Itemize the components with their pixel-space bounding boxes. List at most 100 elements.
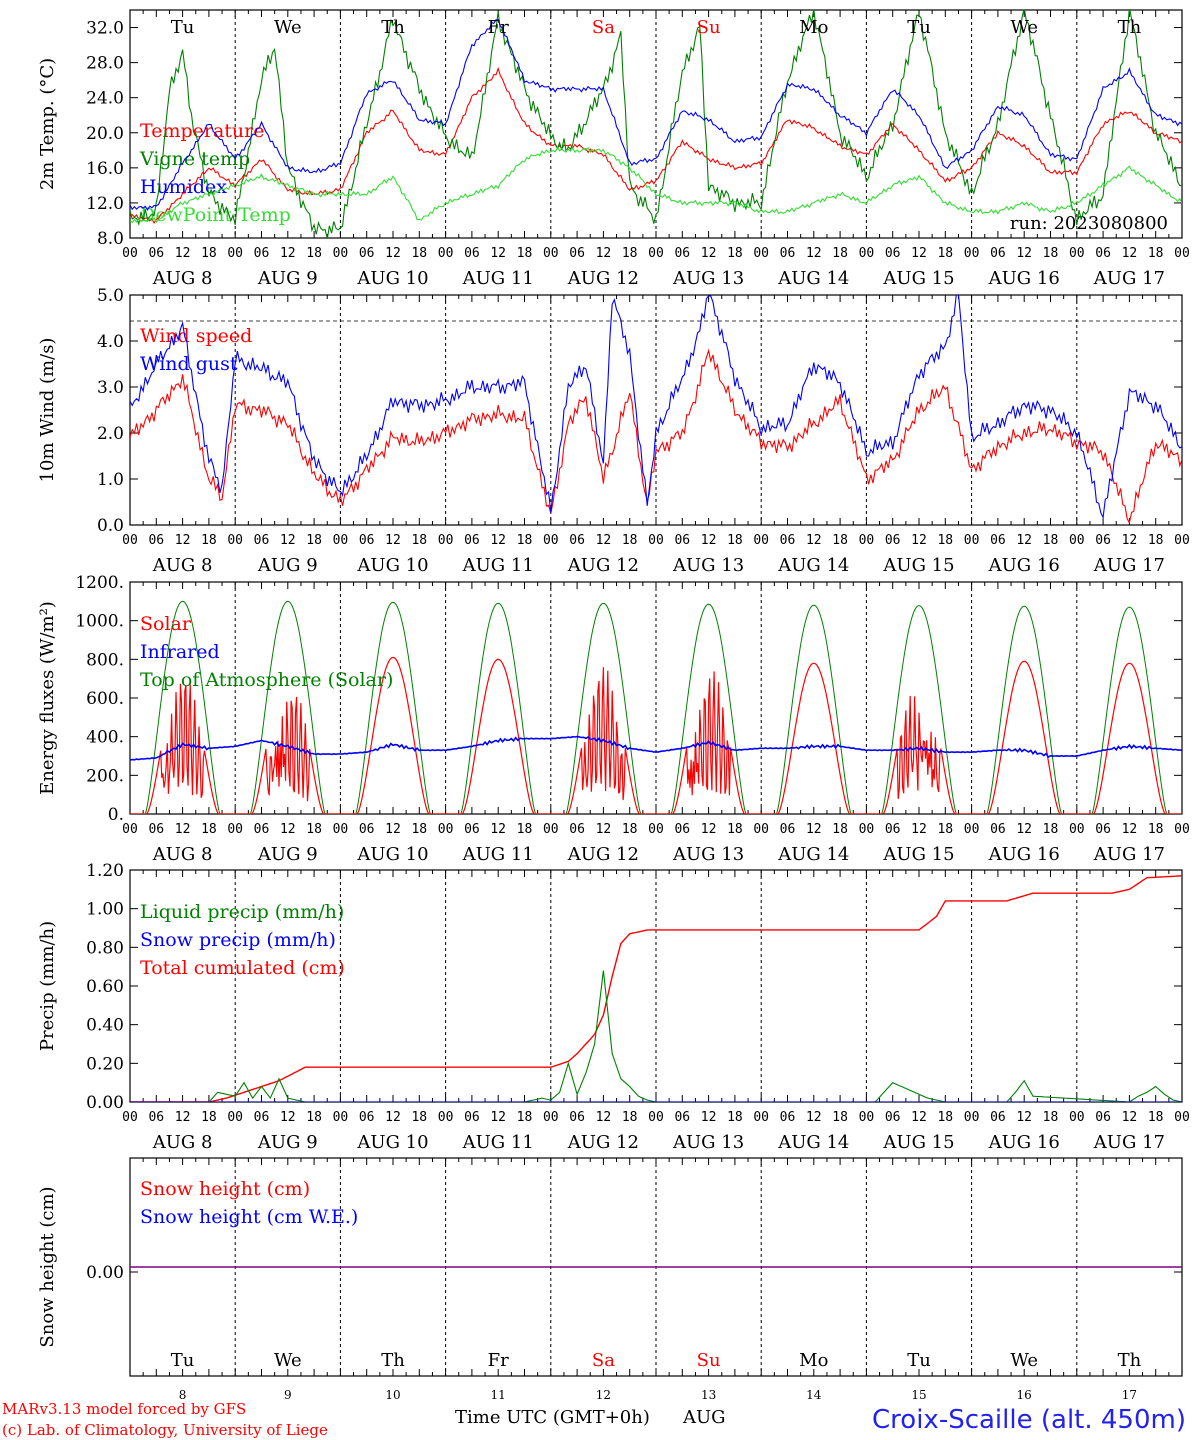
x-hour-label: 06 [885, 1110, 901, 1125]
x-date-label: AUG 11 [462, 268, 534, 289]
y-tick-label: 0.40 [86, 1016, 124, 1036]
x-hour-label: 12 [1122, 246, 1138, 261]
x-hour-label: 06 [148, 1110, 164, 1125]
x-hour-label: 00 [648, 533, 664, 548]
weekday-label-bottom: Mo [799, 1350, 828, 1371]
x-hour-label: 00 [648, 246, 664, 261]
x-date-label: AUG 16 [988, 555, 1060, 576]
x-hour-label: 12 [596, 246, 612, 261]
y-tick-label: 800. [86, 650, 124, 670]
x-date-label: AUG 12 [567, 844, 639, 865]
model-credit-line1: MARv3.13 model forced by GFS [2, 1400, 246, 1418]
x-date-label: AUG 9 [257, 844, 318, 865]
x-hour-label: 00 [543, 246, 559, 261]
x-hour-label: 18 [1148, 533, 1164, 548]
x-hour-label: 00 [333, 1110, 349, 1125]
y-tick-label: 32.0 [86, 19, 124, 39]
x-hour-label: 00 [859, 1110, 875, 1125]
day-number-label: 15 [911, 1388, 926, 1402]
y-tick-label: 3.0 [97, 378, 124, 398]
weekday-label-top: Th [1118, 17, 1142, 38]
x-hour-label: 12 [175, 246, 191, 261]
x-hour-label: 12 [701, 822, 717, 837]
x-hour-label: 00 [964, 1110, 980, 1125]
x-hour-label: 18 [727, 533, 743, 548]
x-hour-label: 12 [280, 246, 296, 261]
x-date-label: AUG 9 [257, 555, 318, 576]
y-axis-label: 2m Temp. (°C) [37, 58, 58, 190]
legend-entry: Infrared [140, 641, 220, 663]
x-hour-label: 18 [727, 1110, 743, 1125]
x-date-label: AUG 9 [257, 1132, 318, 1153]
series-group [130, 600, 1182, 814]
x-hour-label: 18 [832, 822, 848, 837]
x-hour-label: 06 [674, 1110, 690, 1125]
weekday-label-top: Sa [592, 17, 615, 38]
x-hour-label: 18 [832, 1110, 848, 1125]
x-hour-label: 06 [254, 246, 270, 261]
weekday-label-bottom: Tu [907, 1350, 931, 1371]
x-hour-label: 12 [701, 533, 717, 548]
y-tick-label: 1.20 [86, 861, 124, 881]
day-number-label: 13 [701, 1388, 716, 1402]
x-hour-label: 18 [411, 246, 427, 261]
x-hour-label: 12 [596, 822, 612, 837]
x-hour-label: 12 [385, 822, 401, 837]
x-hour-label: 00 [333, 533, 349, 548]
y-tick-label: 0. [108, 805, 124, 825]
x-hour-label: 00 [648, 822, 664, 837]
x-hour-label: 18 [517, 1110, 533, 1125]
x-hour-label: 12 [1016, 1110, 1032, 1125]
x-date-label: AUG 11 [462, 555, 534, 576]
x-hour-label: 00 [648, 1110, 664, 1125]
legend-entry: Solar [140, 613, 192, 635]
y-tick-label: 1.0 [97, 470, 124, 490]
x-hour-label: 12 [175, 1110, 191, 1125]
y-axis-label: 10m Wind (m/s) [37, 338, 58, 483]
x-hour-label: 18 [1043, 822, 1059, 837]
x-date-label: AUG 14 [777, 844, 849, 865]
x-hour-label: 00 [227, 1110, 243, 1125]
x-date-label: AUG 16 [988, 844, 1060, 865]
x-hour-label: 06 [780, 822, 796, 837]
x-hour-label: 18 [517, 246, 533, 261]
x-hour-label: 18 [306, 533, 322, 548]
day-number-label: 17 [1122, 1388, 1137, 1402]
x-hour-label: 18 [517, 533, 533, 548]
series-total-cumulated-cm- [130, 875, 1182, 1102]
x-hour-label: 12 [280, 533, 296, 548]
weekday-label-top: Su [697, 17, 721, 38]
x-hour-label: 18 [622, 822, 638, 837]
x-date-label: AUG 17 [1093, 555, 1165, 576]
x-hour-label: 18 [1148, 246, 1164, 261]
x-hour-label: 12 [1016, 533, 1032, 548]
x-hour-label: 00 [1069, 246, 1085, 261]
x-hour-label: 06 [148, 246, 164, 261]
x-hour-label: 06 [885, 246, 901, 261]
day-number-label: 8 [179, 1388, 187, 1402]
y-tick-label: 1200. [75, 573, 124, 593]
weekday-label-bottom: Sa [592, 1350, 615, 1371]
x-hour-label: 12 [806, 533, 822, 548]
series-group [130, 295, 1182, 525]
x-hour-label: 12 [1122, 1110, 1138, 1125]
day-number-label: 16 [1017, 1388, 1032, 1402]
series-group [130, 875, 1182, 1102]
x-date-label: AUG 12 [567, 555, 639, 576]
x-hour-label: 18 [727, 246, 743, 261]
series-humidex [130, 19, 1182, 211]
x-hour-label: 06 [1095, 246, 1111, 261]
x-hour-label: 18 [411, 822, 427, 837]
x-hour-label: 18 [306, 246, 322, 261]
series-solar [130, 656, 1182, 814]
x-hour-label: 12 [701, 246, 717, 261]
x-hour-label: 06 [780, 533, 796, 548]
x-date-label: AUG 13 [672, 844, 744, 865]
x-hour-label: 06 [569, 246, 585, 261]
x-hour-label: 06 [990, 822, 1006, 837]
legend-entry: DewPoint Temp [140, 204, 291, 226]
x-hour-label: 18 [727, 822, 743, 837]
x-hour-label: 12 [1016, 822, 1032, 837]
day-number-label: 14 [806, 1388, 822, 1402]
